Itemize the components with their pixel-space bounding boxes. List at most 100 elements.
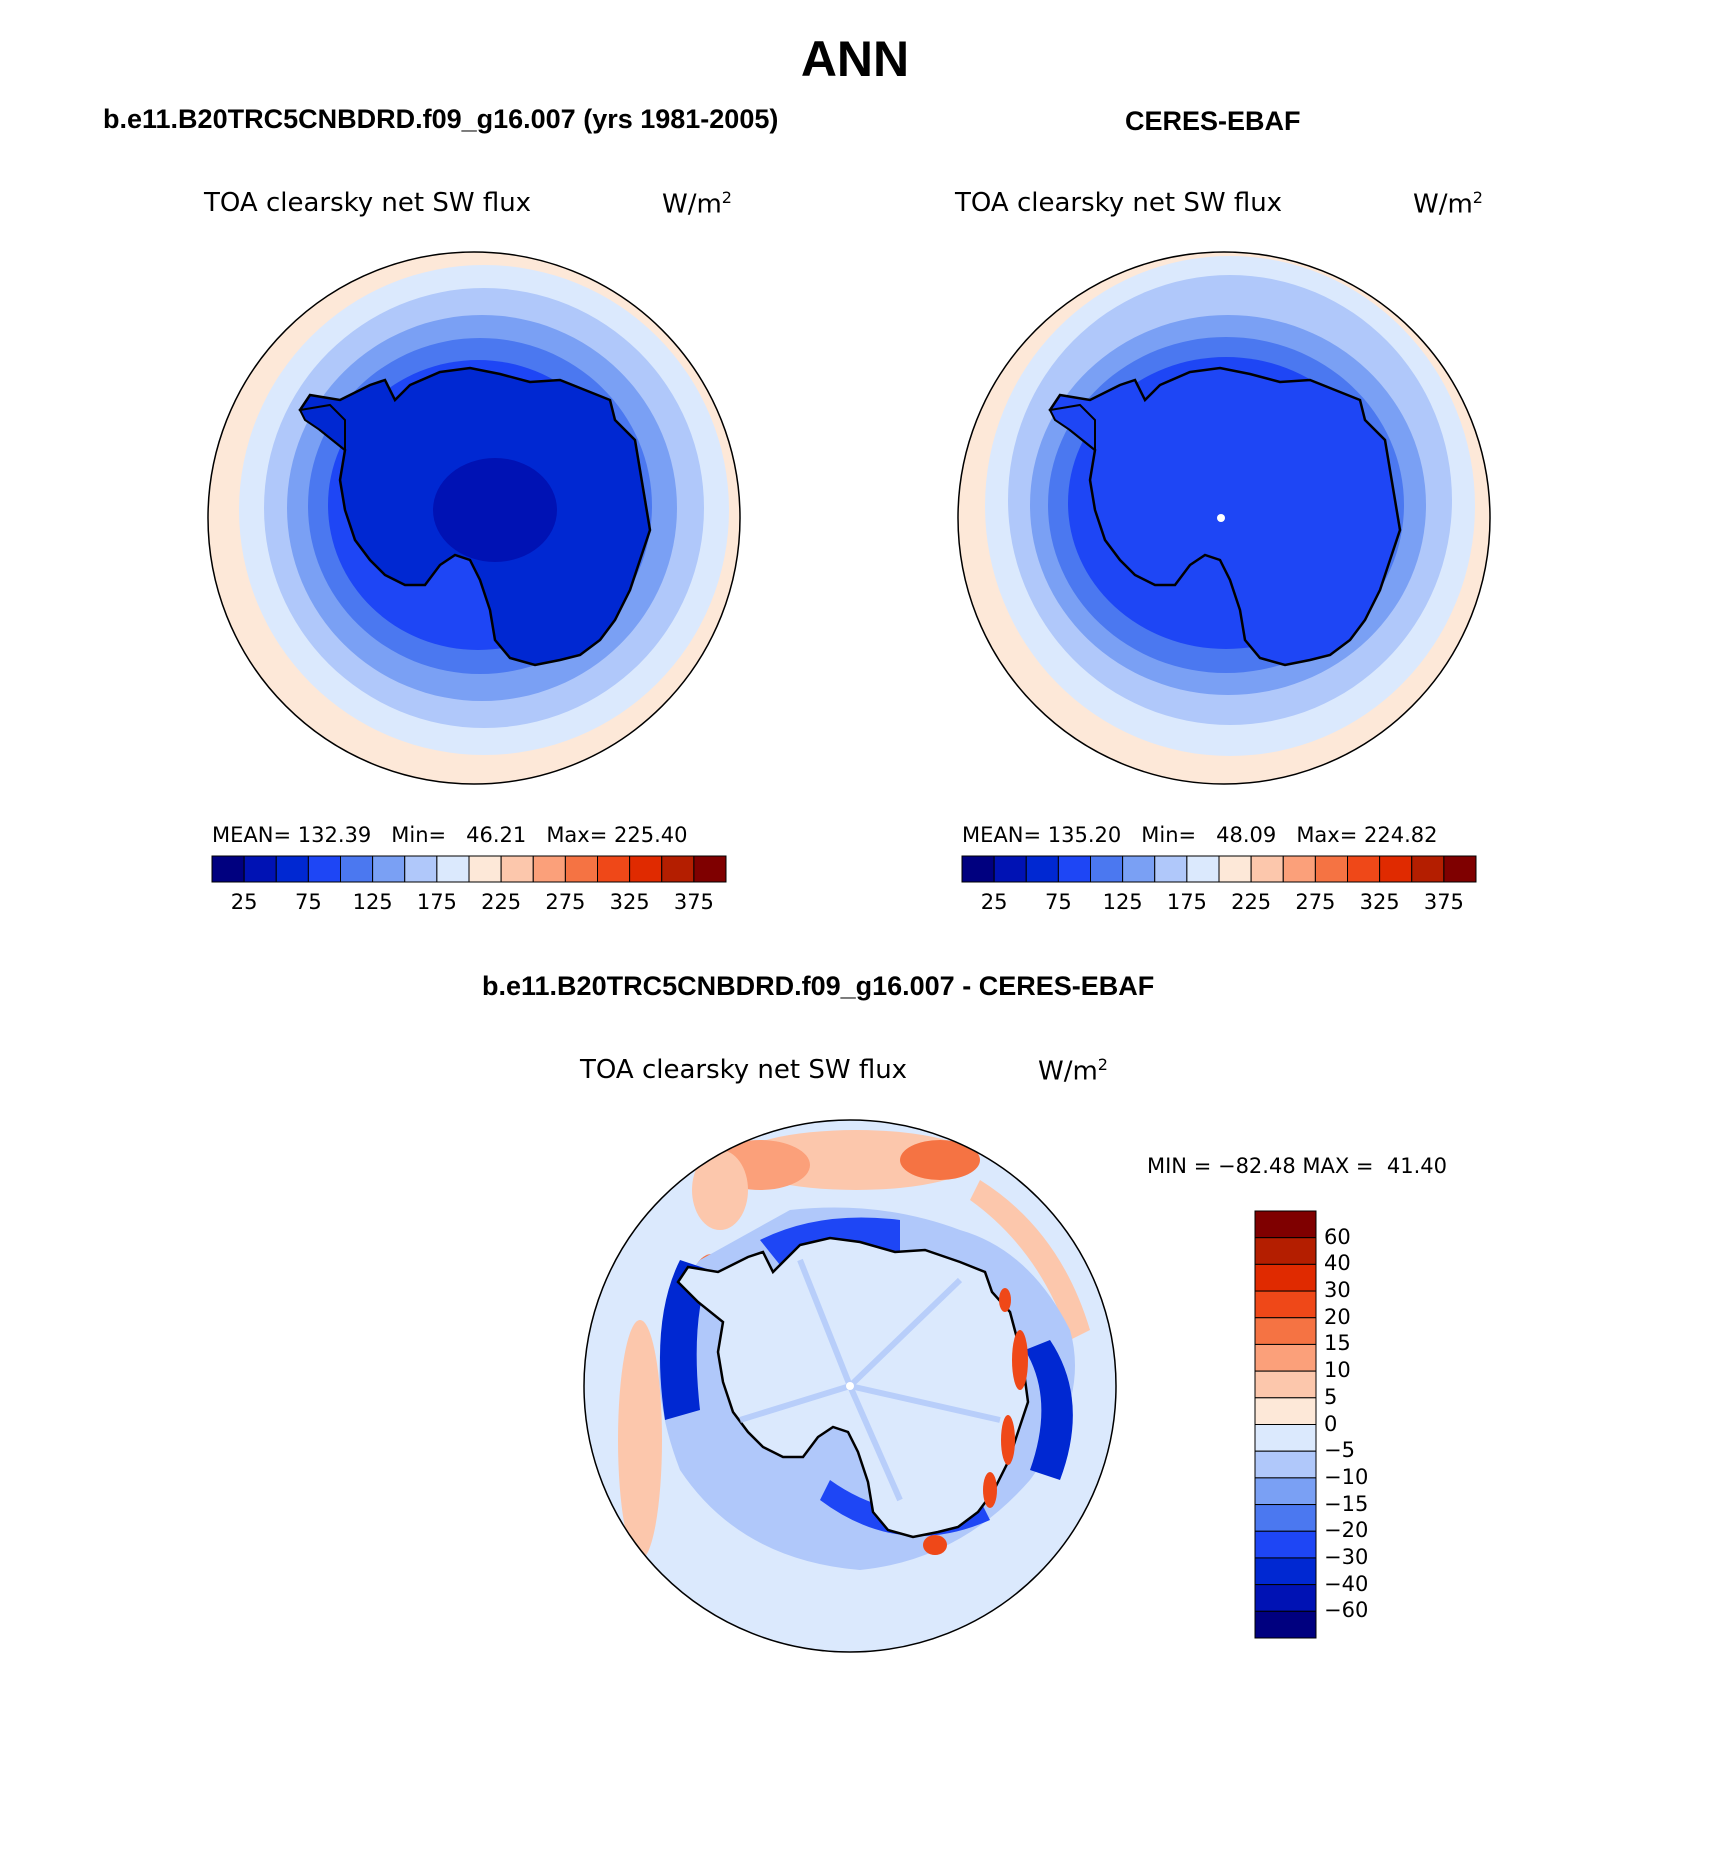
diff-map [583, 1119, 1117, 1653]
model-panel-heading: b.e11.B20TRC5CNBDRD.f09_g16.007 (yrs 198… [103, 104, 779, 134]
diff-minmax: MIN = −82.48 MAX = 41.40 [1147, 1154, 1447, 1178]
diff-colorbar-cell [1254, 1343, 1317, 1372]
obs-colorbar-tick-label: 175 [1166, 890, 1207, 914]
obs-colorbar-cell [1122, 855, 1156, 883]
obs-colorbar-tick-label: 325 [1359, 890, 1400, 914]
diff-colorbar-cell [1254, 1210, 1317, 1239]
model-colorbar-cell [564, 855, 598, 883]
model-colorbar-tick-label: 325 [609, 890, 650, 914]
obs-colorbar-cell [1154, 855, 1188, 883]
model-colorbar-cell [693, 855, 727, 883]
model-units-label: W/m2 [662, 188, 732, 220]
obs-colorbar-tick-label: 75 [1045, 890, 1072, 914]
model-colorbar-tick-label: 275 [545, 890, 586, 914]
diff-colorbar-tick-label: −10 [1324, 1464, 1369, 1489]
figure-title: ANN [800, 31, 910, 87]
model-map [207, 251, 741, 785]
model-colorbar-cell [532, 855, 566, 883]
obs-colorbar-tick-label: 275 [1295, 890, 1336, 914]
obs-colorbar-cell [993, 855, 1027, 883]
diff-colorbar-cell [1254, 1370, 1317, 1399]
diff-colorbar-cell [1254, 1237, 1317, 1265]
diff-colorbar-cell [1254, 1610, 1317, 1639]
diff-colorbar-tick-label: 30 [1324, 1278, 1351, 1303]
diff-colorbar-tick-label: 20 [1324, 1304, 1351, 1329]
model-colorbar-cell [468, 855, 502, 883]
model-colorbar-tick-label: 125 [352, 890, 393, 914]
model-colorbar-cell [597, 855, 631, 883]
model-colorbar-tick-label: 75 [295, 890, 322, 914]
model-variable-title: TOA clearsky net SW flux [204, 188, 532, 218]
obs-colorbar-tick-label: 25 [980, 890, 1008, 914]
model-colorbar-cell [340, 855, 374, 883]
model-colorbar-cell [500, 855, 534, 883]
obs-variable-title: TOA clearsky net SW flux [955, 188, 1283, 218]
obs-colorbar-cell [1411, 855, 1445, 883]
model-stats: MEAN= 132.39 Min= 46.21 Max= 225.40 [212, 823, 688, 847]
obs-colorbar-tick-label: 375 [1423, 890, 1464, 914]
model-colorbar-tick-label: 225 [481, 890, 522, 914]
diff-colorbar-cell [1254, 1290, 1317, 1319]
model-colorbar-cell [436, 855, 470, 883]
diff-colorbar-tick-label: −15 [1324, 1491, 1369, 1516]
diff-colorbar-cell [1254, 1317, 1317, 1345]
diff-colorbar-tick-label: 40 [1324, 1251, 1351, 1276]
diff-colorbar-cell [1254, 1584, 1317, 1612]
model-colorbar-cell [404, 855, 438, 883]
diff-colorbar-tick-label: 60 [1324, 1224, 1351, 1249]
model-colorbar-cell [243, 855, 277, 883]
obs-colorbar [961, 855, 1477, 883]
diff-colorbar-tick-label: 0 [1324, 1411, 1338, 1436]
obs-colorbar-cell [1186, 855, 1220, 883]
obs-colorbar-tick-label: 125 [1102, 890, 1143, 914]
model-colorbar-tick-label: 25 [230, 890, 258, 914]
obs-peninsula-shape [1048, 403, 1096, 453]
obs-stats: MEAN= 135.20 Min= 48.09 Max= 224.82 [962, 823, 1438, 847]
model-colorbar-cell [629, 855, 663, 883]
diff-colorbar-tick-label: 10 [1324, 1358, 1351, 1383]
diff-colorbar-tick-label: −5 [1324, 1438, 1355, 1463]
diff-colorbar-tick-label: −40 [1324, 1571, 1369, 1596]
obs-colorbar-cell [1218, 855, 1252, 883]
obs-colorbar-cell [1282, 855, 1316, 883]
obs-colorbar-cell [1314, 855, 1348, 883]
obs-colorbar-cell [1025, 855, 1059, 883]
obs-colorbar-cell [1347, 855, 1381, 883]
diff-colorbar-cell [1254, 1263, 1317, 1292]
diff-variable-title: TOA clearsky net SW flux [580, 1055, 908, 1085]
obs-colorbar-cell [1250, 855, 1284, 883]
diff-colorbar [1254, 1210, 1317, 1639]
obs-colorbar-tick-label: 225 [1231, 890, 1272, 914]
diff-colorbar-cell [1254, 1557, 1317, 1586]
obs-colorbar-cell [1379, 855, 1413, 883]
obs-panel-heading: CERES-EBAF [1125, 106, 1301, 136]
diff-panel-heading: b.e11.B20TRC5CNBDRD.f09_g16.007 - CERES-… [482, 971, 1155, 1001]
diff-colorbar-cell [1254, 1477, 1317, 1506]
diff-colorbar-tick-label: −60 [1324, 1598, 1369, 1623]
diff-colorbar-cell [1254, 1450, 1317, 1479]
obs-map [957, 251, 1491, 785]
model-colorbar [211, 855, 727, 883]
diff-colorbar-tick-label: 15 [1324, 1331, 1351, 1356]
obs-units-label: W/m2 [1413, 188, 1483, 220]
obs-colorbar-cell [961, 855, 995, 883]
diff-colorbar-tick-label: −20 [1324, 1518, 1369, 1543]
model-colorbar-tick-label: 375 [673, 890, 714, 914]
model-colorbar-cell [307, 855, 341, 883]
diff-colorbar-cell [1254, 1530, 1317, 1559]
obs-colorbar-cell [1057, 855, 1091, 883]
model-colorbar-cell [661, 855, 695, 883]
diff-units-label: W/m2 [1038, 1055, 1108, 1087]
diff-colorbar-tick-label: −30 [1324, 1544, 1369, 1569]
model-peninsula-shape [298, 403, 346, 453]
diff-colorbar-cell [1254, 1424, 1317, 1452]
obs-colorbar-cell [1090, 855, 1124, 883]
model-colorbar-cell [275, 855, 309, 883]
model-colorbar-cell [372, 855, 406, 883]
diff-colorbar-cell [1254, 1397, 1317, 1425]
model-colorbar-cell [211, 855, 245, 883]
obs-colorbar-cell [1443, 855, 1477, 883]
diff-colorbar-tick-label: 5 [1324, 1384, 1338, 1409]
model-colorbar-tick-label: 175 [416, 890, 457, 914]
